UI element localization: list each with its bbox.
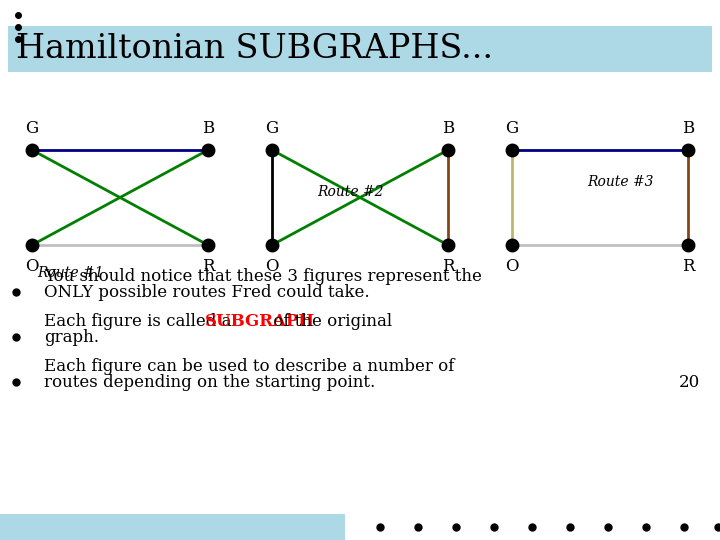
Text: of the original: of the original [268, 313, 392, 330]
Text: Route #2: Route #2 [317, 186, 383, 199]
Text: Route #3: Route #3 [587, 176, 653, 190]
Text: Each figure is called a: Each figure is called a [44, 313, 237, 330]
Text: SUBGRAPH: SUBGRAPH [205, 313, 315, 330]
Text: O: O [265, 258, 279, 275]
Text: Route #1: Route #1 [37, 266, 104, 280]
FancyBboxPatch shape [0, 514, 345, 540]
Text: ONLY possible routes Fred could take.: ONLY possible routes Fred could take. [44, 284, 369, 301]
Text: graph.: graph. [44, 329, 99, 346]
Text: B: B [442, 120, 454, 137]
Text: G: G [505, 120, 518, 137]
Text: Hamiltonian SUBGRAPHS...: Hamiltonian SUBGRAPHS... [16, 33, 493, 65]
Text: G: G [266, 120, 279, 137]
FancyBboxPatch shape [8, 26, 712, 72]
Text: B: B [682, 120, 694, 137]
Text: G: G [25, 120, 39, 137]
Text: O: O [505, 258, 518, 275]
Text: R: R [682, 258, 694, 275]
Text: You should notice that these 3 figures represent the: You should notice that these 3 figures r… [44, 268, 482, 285]
Text: O: O [25, 258, 39, 275]
Text: routes depending on the starting point.: routes depending on the starting point. [44, 374, 375, 391]
Text: Each figure can be used to describe a number of: Each figure can be used to describe a nu… [44, 358, 454, 375]
Text: R: R [202, 258, 215, 275]
Text: R: R [442, 258, 454, 275]
Text: B: B [202, 120, 214, 137]
Text: 20: 20 [679, 374, 700, 391]
